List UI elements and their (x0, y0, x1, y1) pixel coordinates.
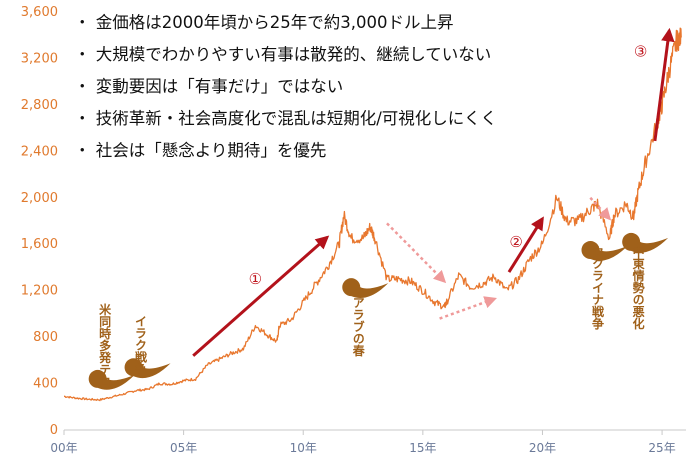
trend-arrow-label: ① (249, 270, 262, 288)
trend-arrow (193, 237, 327, 355)
x-tick-label: 25年 (648, 441, 675, 455)
x-tick-label: 15年 (409, 441, 436, 455)
event-label: 中東情勢の悪化 (631, 244, 645, 330)
y-tick-label: 3,200 (21, 51, 58, 66)
y-tick-label: 400 (33, 377, 58, 392)
bullet-list: ・ 金価格は2000年頃から25年で約3,000ドル上昇・ 大規模でわかりやすい… (74, 13, 497, 160)
event-label: イラク戦争 (134, 315, 148, 376)
bullet-item: ・ 金価格は2000年頃から25年で約3,000ドル上昇 (74, 13, 453, 32)
bullet-item: ・ 技術革新・社会高度化で混乱は短期化/可視化しにくく (74, 109, 497, 128)
bullet-item: ・ 社会は「懸念より期待」を優先 (74, 140, 326, 160)
y-tick-label: 0 (50, 423, 58, 438)
x-tick-label: 10年 (290, 441, 317, 455)
x-tick-label: 00年 (50, 441, 77, 455)
bullet-item: ・ 変動要因は「有事だけ」ではない (74, 77, 343, 96)
event-label: アラブの春 (351, 296, 365, 357)
y-tick-label: 2,000 (21, 191, 58, 206)
secondary-arrow (387, 223, 444, 281)
event-marker-icon (342, 278, 388, 298)
trend-arrow-label: ② (509, 233, 522, 251)
trend-arrow-label: ③ (634, 42, 647, 60)
event-label: ウクライナ戦争 (590, 245, 604, 330)
y-tick-label: 2,800 (21, 98, 58, 113)
y-tick-label: 3,600 (21, 5, 58, 20)
y-tick-label: 800 (33, 330, 58, 345)
y-tick-label: 2,400 (21, 144, 58, 159)
axes: 0 400 800 1,200 1,600 2,000 2,400 2,800 3,200 3,6… (21, 5, 686, 455)
y-tick-label: 1,600 (21, 237, 58, 252)
y-tick-label: 1,200 (21, 284, 58, 299)
x-tick-label: 05年 (170, 441, 197, 455)
event-markers: 米同時多発テロ イラク戦争 アラブの春 ウクライナ戦争 中東情勢の悪化 (89, 233, 668, 390)
x-tick-label: 20年 (529, 441, 556, 455)
event-label: 米同時多発テロ (98, 302, 112, 387)
bullet-item: ・ 大規模でわかりやすい有事は散発的、継続していない (74, 45, 491, 64)
